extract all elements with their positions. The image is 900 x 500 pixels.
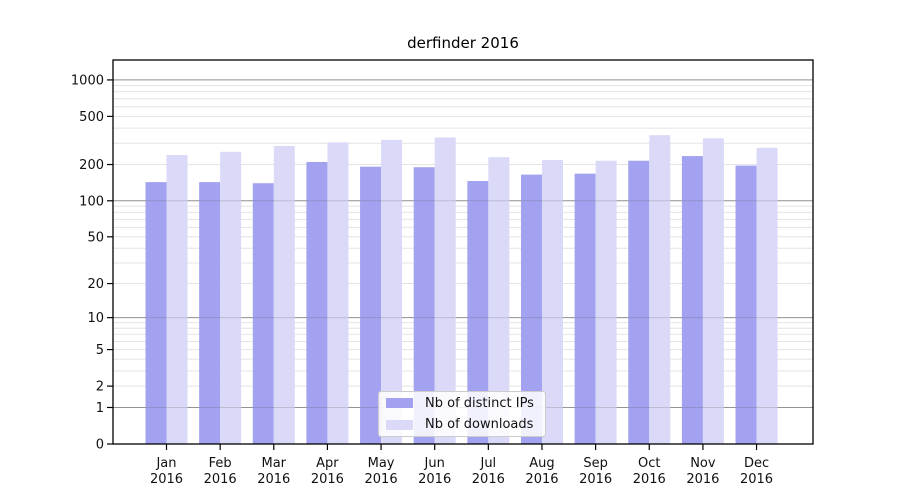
legend-label-downloads: Nb of downloads — [425, 417, 534, 433]
bar-downloads-oct — [649, 135, 671, 444]
bar-ips-aug — [520, 174, 542, 444]
bar-ips-sep — [574, 173, 596, 444]
x-tick-label: Oct 2016 — [633, 456, 666, 487]
bar-downloads-apr — [327, 142, 349, 444]
bar-ips-dec — [735, 165, 757, 444]
chart-legend: Nb of distinct IPs Nb of downloads — [378, 391, 546, 437]
bar-ips-apr — [306, 161, 328, 444]
legend-label-distinct-ips: Nb of distinct IPs — [425, 395, 534, 411]
bar-ips-jul — [467, 181, 489, 445]
x-tick-label: Jan 2016 — [150, 456, 183, 487]
x-tick-label: Jun 2016 — [418, 456, 451, 487]
bar-downloads-jul — [488, 157, 510, 445]
y-tick-label: 200 — [79, 158, 104, 173]
bar-ips-mar — [252, 183, 274, 445]
y-tick-label: 1 — [96, 401, 104, 416]
x-tick-label: Apr 2016 — [311, 456, 344, 487]
bar-downloads-nov — [702, 138, 724, 445]
bar-ips-jun — [413, 167, 435, 444]
legend-swatch-downloads — [386, 419, 413, 430]
y-tick-label: 1000 — [71, 73, 104, 88]
x-tick-label: Feb 2016 — [204, 456, 237, 487]
bar-ips-feb — [199, 182, 221, 444]
bar-downloads-jun — [434, 137, 456, 444]
bar-downloads-sep — [595, 160, 617, 444]
y-tick-label: 50 — [87, 230, 104, 245]
bar-downloads-dec — [756, 147, 778, 444]
y-tick-label: 2 — [96, 380, 104, 395]
legend-item-distinct-ips: Nb of distinct IPs — [386, 393, 545, 414]
x-tick-label: Dec 2016 — [740, 456, 773, 487]
y-tick-label: 20 — [87, 277, 104, 292]
x-tick-label: Nov 2016 — [686, 456, 719, 487]
bar-ips-jan — [145, 182, 167, 444]
y-tick-label: 500 — [79, 110, 104, 125]
legend-swatch-distinct-ips — [386, 398, 413, 409]
y-tick-label: 10 — [87, 311, 104, 326]
plot-frame — [112, 59, 814, 445]
bar-downloads-jan — [166, 154, 188, 445]
bar-ips-nov — [681, 156, 703, 444]
y-tick-label: 5 — [96, 343, 104, 358]
legend-item-downloads: Nb of downloads — [386, 414, 545, 435]
bar-ips-may — [360, 166, 382, 445]
x-tick-label: Sep 2016 — [579, 456, 612, 487]
chart-title: derfinder 2016 — [407, 34, 519, 52]
x-tick-label: Aug 2016 — [525, 456, 558, 487]
bar-downloads-may — [381, 139, 403, 444]
bar-downloads-mar — [273, 145, 295, 445]
y-tick-label: 100 — [79, 194, 104, 209]
y-tick-label: 0 — [96, 438, 104, 453]
bar-downloads-feb — [220, 151, 242, 444]
x-tick-label: Mar 2016 — [257, 456, 290, 487]
x-tick-label: Jul 2016 — [472, 456, 505, 487]
bar-downloads-aug — [541, 160, 563, 444]
bar-ips-oct — [628, 160, 650, 444]
x-tick-label: May 2016 — [365, 456, 398, 487]
